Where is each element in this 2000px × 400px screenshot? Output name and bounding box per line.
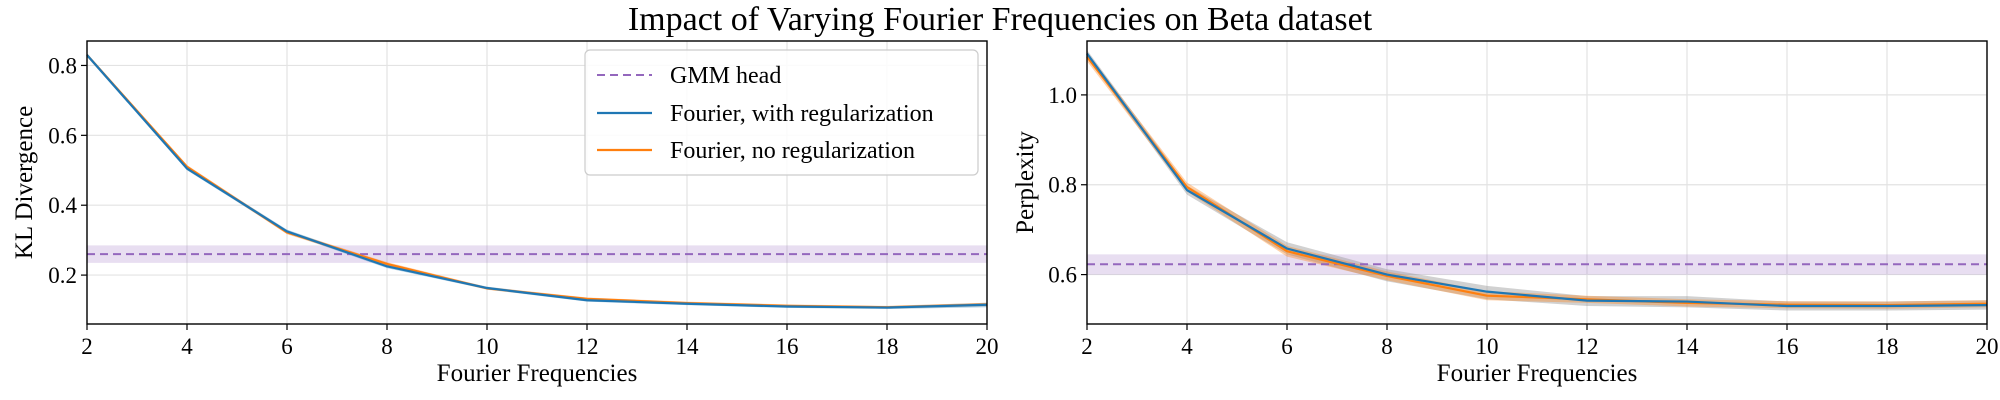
- ppl-series-lines: [1086, 52, 1988, 308]
- kl-line-fourier-reg: [86, 54, 988, 309]
- ppl-xtick-label: 14: [1676, 334, 1700, 359]
- kl-xtick-label: 10: [476, 334, 499, 359]
- kl-xtick-label: 6: [281, 334, 293, 359]
- ppl-xtick-label: 2: [1081, 334, 1093, 359]
- ppl-xtick-label: 10: [1476, 334, 1499, 359]
- ppl-confidence-bands: [1087, 49, 1987, 311]
- kl-ytick-label: 0.6: [48, 123, 77, 148]
- kl-ylabel: KL Divergence: [11, 106, 38, 259]
- ppl-xtick-label: 20: [1976, 334, 1999, 359]
- kl-ytick-label: 0.8: [48, 53, 77, 78]
- legend-label-fourier-noreg: Fourier, no regularization: [670, 138, 915, 164]
- kl-ticks: 2 4 6 8 10 12 14 16 18 20 0.2 0.4 0.6 0.8: [48, 53, 998, 359]
- legend-box: [584, 49, 979, 176]
- ppl-ytick-label: 0.8: [1048, 173, 1077, 198]
- kl-xtick-label: 16: [776, 334, 799, 359]
- ppl-ylabel: Perplexity: [1012, 131, 1039, 234]
- ppl-xtick-label: 4: [1181, 334, 1193, 359]
- ppl-xtick-label: 12: [1576, 334, 1599, 359]
- kl-xtick-label: 2: [81, 334, 93, 359]
- ppl-grid: [1086, 41, 1988, 324]
- legend-label-gmm: GMM head: [670, 63, 781, 89]
- ppl-ticks: 2 4 6 8 10 12 14 16 18 20 0.6 0.8 1.0: [1048, 83, 1998, 359]
- ppl-line-fourier-reg: [1086, 52, 1988, 308]
- perplexity-subplot: 2 4 6 8 10 12 14 16 18 20 0.6 0.8 1.0 Fourier Freque…: [1012, 40, 1999, 387]
- figure-title: Impact of Varying Fourier Frequencies on…: [628, 1, 1373, 38]
- ppl-ytick-label: 1.0: [1048, 83, 1077, 108]
- ppl-xtick-label: 16: [1776, 334, 1799, 359]
- kl-series-lines: [86, 54, 988, 309]
- ppl-axes-frame: [1086, 40, 1988, 325]
- kl-ytick-label: 0.2: [48, 263, 77, 288]
- legend-label-fourier-reg: Fourier, with regularization: [670, 101, 934, 127]
- kl-xtick-label: 14: [676, 334, 700, 359]
- kl-xtick-label: 20: [976, 334, 999, 359]
- ppl-xtick-label: 18: [1876, 334, 1899, 359]
- legend: GMM head Fourier, with regularization Fo…: [584, 49, 979, 176]
- ppl-xtick-label: 8: [1381, 334, 1393, 359]
- kl-xtick-label: 18: [876, 334, 899, 359]
- kl-ytick-label: 0.4: [48, 193, 77, 218]
- ppl-xtick-label: 6: [1281, 334, 1293, 359]
- kl-divergence-subplot: 2 4 6 8 10 12 14 16 18 20 0.2 0.4 0.6 0.8 Fourier Fre…: [11, 40, 999, 387]
- ppl-ytick-label: 0.6: [1048, 263, 1077, 288]
- ppl-xlabel: Fourier Frequencies: [1437, 360, 1638, 387]
- kl-xlabel: Fourier Frequencies: [437, 360, 638, 387]
- kl-xtick-label: 8: [381, 334, 393, 359]
- kl-xtick-label: 4: [181, 334, 193, 359]
- kl-xtick-label: 12: [576, 334, 599, 359]
- kl-axes-frame: [86, 40, 988, 325]
